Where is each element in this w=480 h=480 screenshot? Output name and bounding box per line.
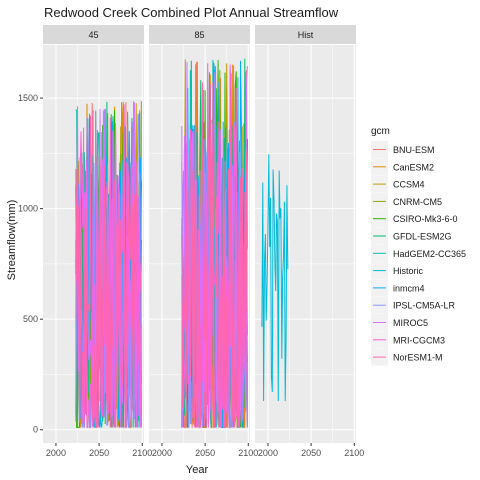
series-line-noresm1-m: [181, 63, 248, 429]
series-lines: [261, 154, 289, 402]
facet-strip: [255, 25, 356, 44]
facet-strip: [149, 25, 250, 44]
legend-item: IPSL-CM5A-LR: [371, 296, 456, 314]
legend-label: CCSM4: [393, 180, 425, 190]
legend: gcm BNU-ESM CanESM2 CCSM4 CNRM-CM5 CSIRO-Mk3…: [371, 126, 466, 366]
series-line-historic: [261, 154, 289, 402]
x-tick-label: 2100: [132, 448, 152, 458]
facet-strip-label: Hist: [298, 30, 314, 40]
legend-item: CanESM2: [371, 158, 434, 176]
legend-item: MIROC5: [371, 314, 428, 331]
legend-label: CNRM-CM5: [393, 197, 442, 207]
x-tick-label: 2000: [46, 448, 66, 458]
x-tick-label: 2050: [89, 448, 109, 458]
legend-item: CSIRO-Mk3-6-0: [371, 210, 458, 228]
legend-item: NorESM1-M: [371, 348, 443, 366]
series-line-noresm1-m: [75, 115, 142, 428]
x-tick-label: 2100: [238, 448, 258, 458]
facet-panel-hist: Hist 2000 2050 2100: [255, 25, 364, 458]
legend-label: GFDL-ESM2G: [393, 232, 452, 242]
facet-panels: 45 2000 2050 2100 85 2000 2050 2100 Hist 2000 2050…: [18, 25, 364, 458]
legend-label: NorESM1-M: [393, 353, 443, 363]
facet-strip: [43, 25, 144, 44]
series-lines: [181, 58, 248, 429]
legend-label: inmcm4: [393, 283, 425, 293]
legend-title: gcm: [371, 126, 390, 137]
legend-item: HadGEM2-CC365: [371, 244, 466, 262]
legend-item: MRI-CGCM3: [371, 331, 445, 349]
y-tick-label: 1500: [18, 93, 38, 103]
legend-label: MIROC5: [393, 318, 428, 328]
facet-strip-label: 85: [194, 30, 204, 40]
y-axis-title: Streamflow(mm): [6, 200, 18, 281]
legend-label: CSIRO-Mk3-6-0: [393, 214, 458, 224]
legend-label: CanESM2: [393, 162, 434, 172]
facet-strip-label: 45: [88, 30, 98, 40]
legend-item: inmcm4: [371, 279, 425, 297]
legend-label: MRI-CGCM3: [393, 335, 445, 345]
legend-item: GFDL-ESM2G: [371, 227, 452, 245]
facet-panel-85: 85 2000 2050 2100: [149, 25, 258, 458]
legend-label: IPSL-CM5A-LR: [393, 301, 456, 311]
x-axis-title: Year: [186, 464, 209, 476]
legend-label: HadGEM2-CC365: [393, 249, 466, 259]
legend-item: BNU-ESM: [371, 141, 435, 158]
x-tick-label: 2000: [152, 448, 172, 458]
y-tick-label: 0: [33, 425, 38, 435]
chart-title: Redwood Creek Combined Plot Annual Strea…: [44, 5, 339, 20]
y-tick-label: 500: [23, 314, 38, 324]
y-tick-label: 1000: [18, 204, 38, 214]
x-tick-label: 2100: [344, 448, 364, 458]
legend-label: BNU-ESM: [393, 145, 435, 155]
legend-label: Historic: [393, 266, 424, 276]
facet-panel-45: 45 2000 2050 2100: [43, 25, 152, 458]
legend-item: Historic: [371, 262, 424, 280]
x-tick-label: 2050: [195, 448, 215, 458]
x-tick-label: 2000: [258, 448, 278, 458]
legend-item: CNRM-CM5: [371, 192, 442, 210]
x-tick-label: 2050: [301, 448, 321, 458]
series-lines: [75, 101, 142, 428]
legend-item: CCSM4: [371, 175, 425, 193]
